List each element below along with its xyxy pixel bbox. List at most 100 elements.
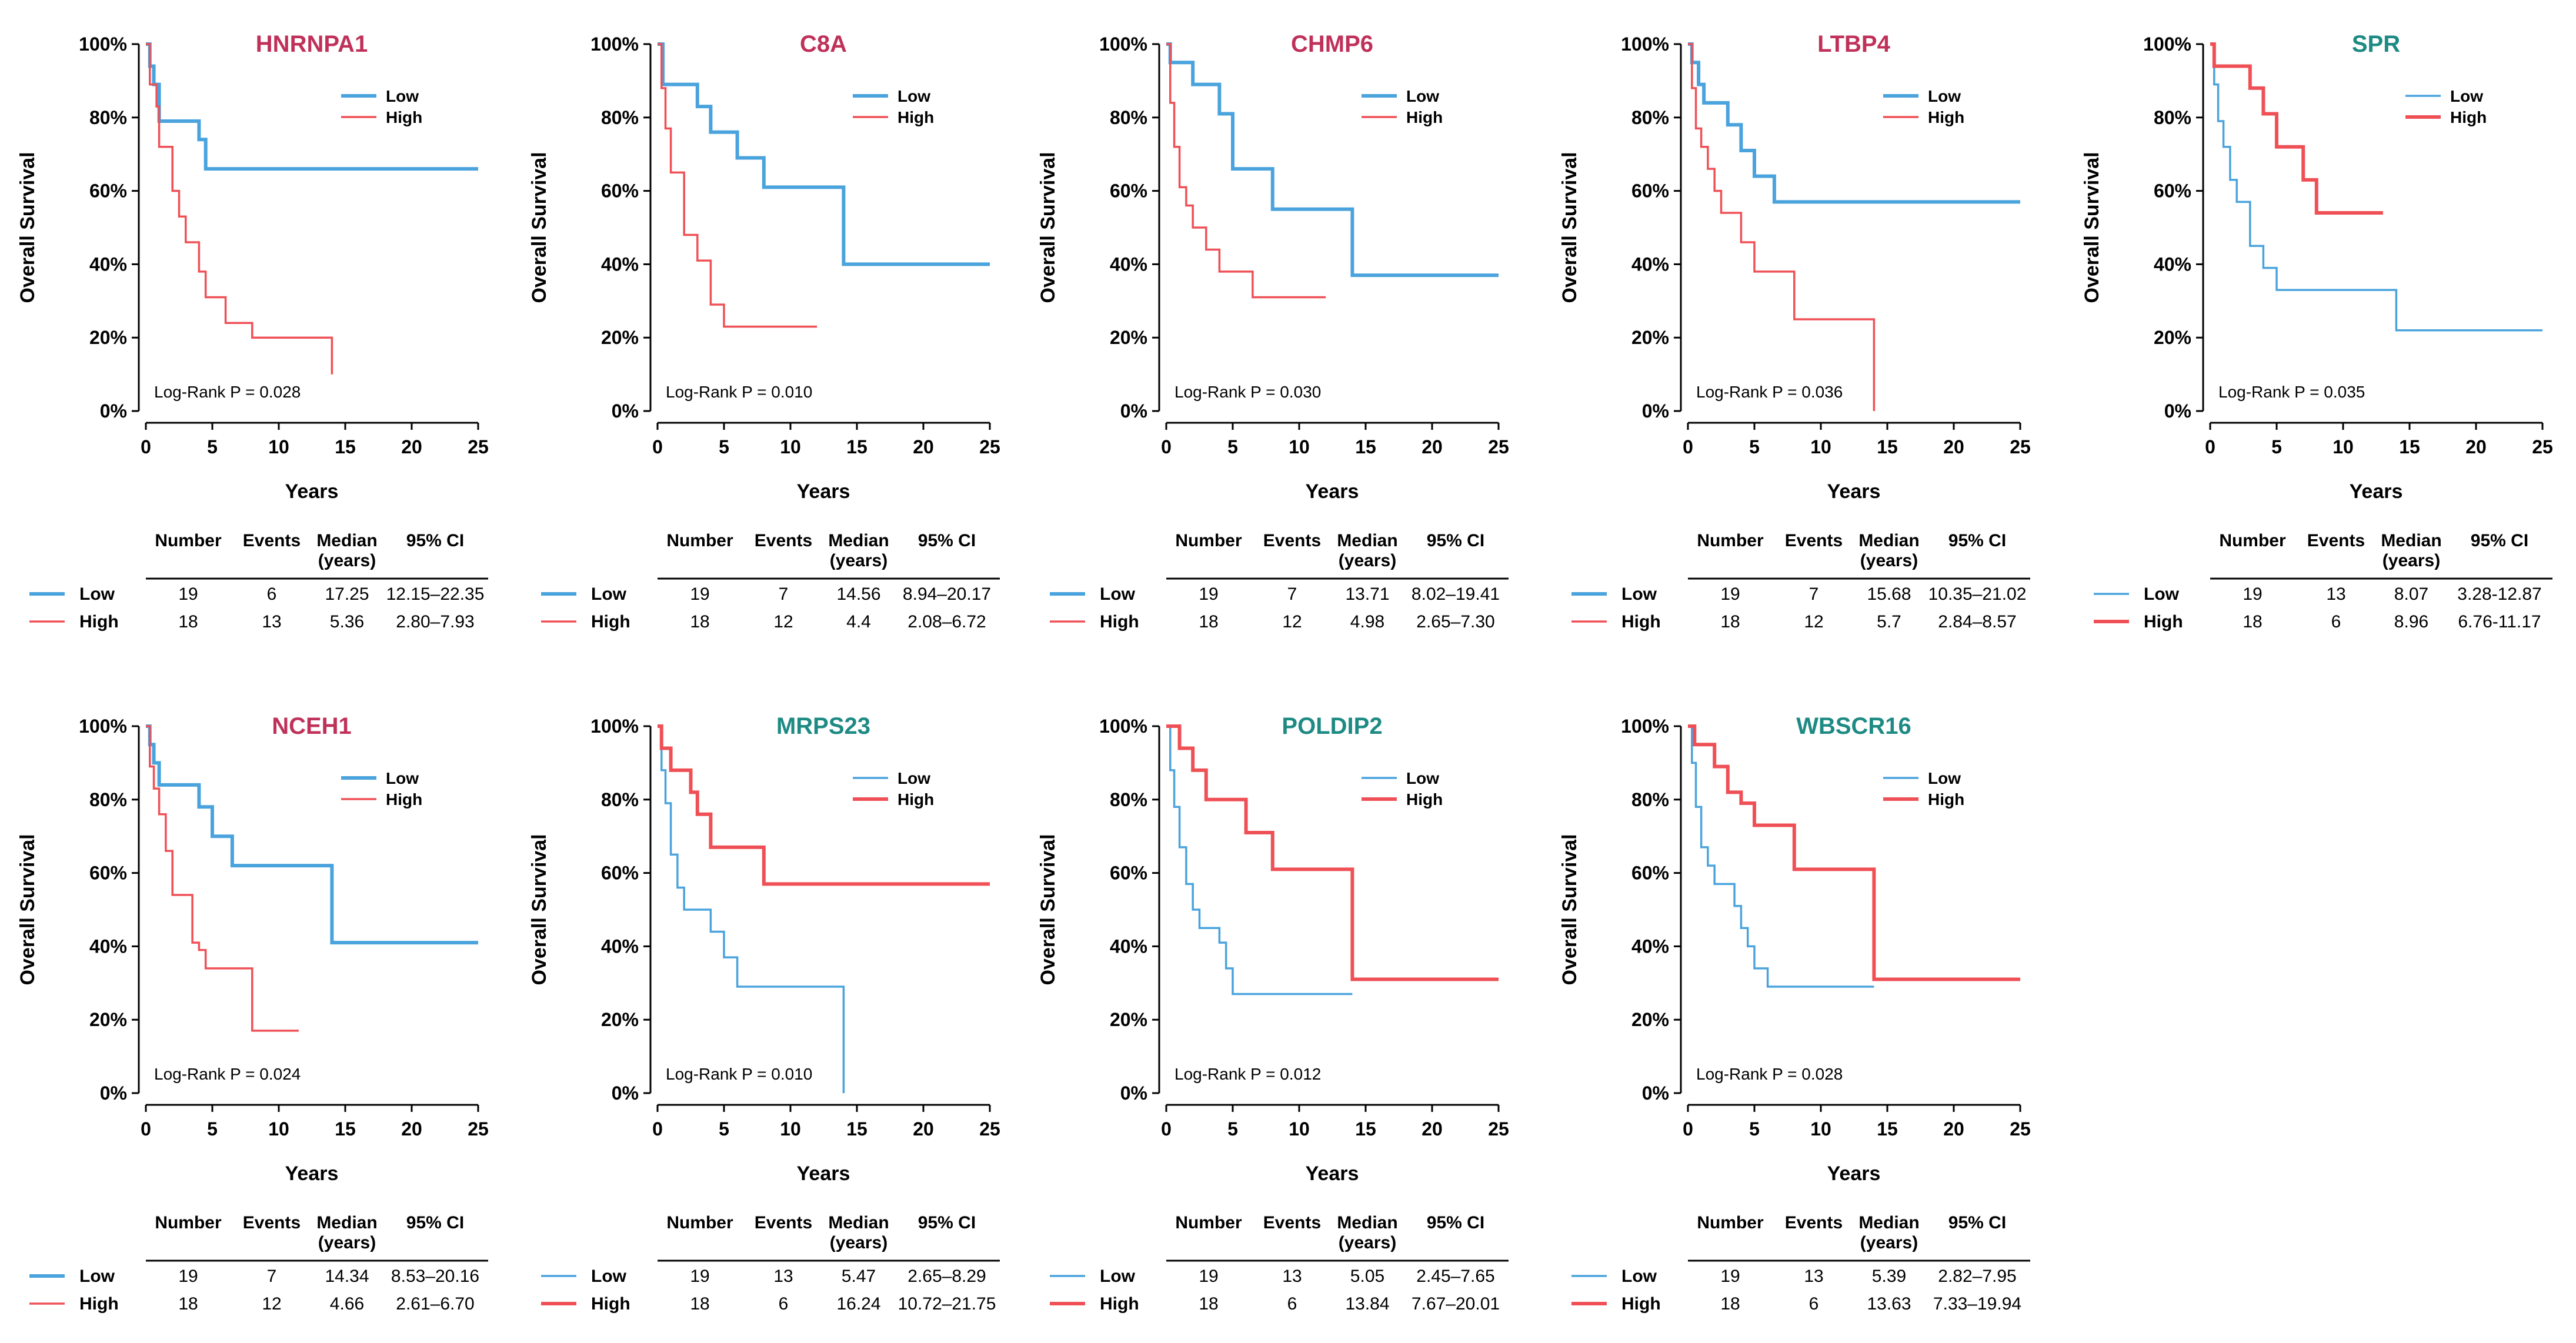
- table-group-label: High: [591, 1294, 630, 1314]
- chart-title: NCEH1: [272, 713, 352, 739]
- y-tick-label: 100%: [1099, 34, 1147, 55]
- table-header-median-units: (years): [830, 551, 887, 570]
- y-axis-label: Overall Survival: [16, 834, 39, 985]
- y-tick-label: 80%: [89, 107, 127, 128]
- y-axis-label: Overall Survival: [16, 152, 39, 303]
- table-header-median: Median: [316, 1213, 377, 1232]
- x-tick-label: 0: [141, 436, 151, 457]
- p-value: 0.028: [259, 383, 301, 401]
- table-header-number: Number: [1697, 1213, 1764, 1232]
- y-tick-label: 60%: [89, 863, 127, 884]
- km-panel: CHMP6 0% 20% 40% 60% 80% 100% 0 5 10 15 20 25 Years Ov…: [1037, 31, 1509, 632]
- table-cell-ci: 2.65–8.29: [907, 1267, 986, 1286]
- log-rank-annotation: Log-Rank P = 0.010: [666, 1065, 812, 1083]
- y-tick-label: 100%: [590, 716, 639, 737]
- x-axis-label: Years: [285, 1162, 339, 1185]
- table-cell-median: 5.7: [1877, 612, 1901, 632]
- x-tick-label: 5: [1227, 436, 1238, 457]
- km-panel: HNRNPA1 0% 20% 40% 60% 80% 100% 0 5 10 15 20 25 Years…: [16, 31, 489, 632]
- table-cell-number: 19: [1720, 584, 1740, 604]
- x-tick-label: 10: [268, 1118, 289, 1140]
- log-rank-label: Log-Rank P =: [1696, 1065, 1801, 1083]
- p-value: 0.010: [771, 1065, 812, 1083]
- table-group-label: Low: [2144, 584, 2180, 604]
- x-tick-label: 15: [1877, 1118, 1898, 1140]
- legend-label-high: High: [897, 108, 934, 126]
- table-cell-median: 14.34: [325, 1267, 369, 1286]
- x-tick-label: 20: [1943, 1118, 1964, 1140]
- table-cell-ci: 2.65–7.30: [1416, 612, 1494, 632]
- table-cell-median: 4.66: [330, 1294, 364, 1314]
- x-tick-label: 5: [1749, 436, 1760, 457]
- table-cell-number: 19: [1720, 1267, 1740, 1286]
- table-header-median: Median: [1858, 531, 1919, 550]
- table-cell-events: 13: [262, 612, 281, 632]
- table-cell-ci: 3.28-12.87: [2457, 584, 2541, 604]
- x-tick-label: 15: [846, 1118, 867, 1140]
- table-header-events: Events: [755, 531, 812, 550]
- log-rank-label: Log-Rank P =: [2218, 383, 2324, 401]
- y-tick-label: 20%: [1631, 1009, 1669, 1030]
- high-survival-curve: [146, 725, 299, 1032]
- y-tick-label: 0%: [1642, 1083, 1669, 1104]
- x-tick-label: 10: [1810, 1118, 1831, 1140]
- table-group-label: Low: [1621, 1267, 1657, 1286]
- x-tick-label: 15: [2399, 436, 2420, 457]
- y-tick-label: 100%: [1621, 34, 1669, 55]
- legend-label-high: High: [1928, 108, 1964, 126]
- table-cell-median: 15.68: [1867, 584, 1911, 604]
- table-cell-events: 13: [1804, 1267, 1823, 1286]
- log-rank-label: Log-Rank P =: [1174, 383, 1280, 401]
- legend-label-low: Low: [1406, 769, 1439, 787]
- y-tick-label: 80%: [1631, 789, 1669, 810]
- table-cell-ci: 8.53–20.16: [391, 1267, 479, 1286]
- chart-title: WBSCR16: [1796, 713, 1911, 739]
- chart-title: LTBP4: [1817, 31, 1890, 57]
- y-tick-label: 80%: [1110, 107, 1147, 128]
- table-header-median-units: (years): [1860, 1233, 1918, 1252]
- y-tick-label: 80%: [1110, 789, 1147, 810]
- table-header-number: Number: [155, 1213, 222, 1232]
- table-header-median: Median: [2381, 531, 2441, 550]
- y-tick-label: 40%: [601, 936, 639, 957]
- table-cell-number: 18: [690, 612, 709, 632]
- x-axis-label: Years: [797, 1162, 850, 1185]
- y-tick-label: 100%: [79, 34, 127, 55]
- table-header-number: Number: [155, 531, 222, 550]
- y-tick-label: 0%: [1120, 1083, 1147, 1104]
- legend-label-high: High: [386, 108, 422, 126]
- y-tick-label: 100%: [590, 34, 639, 55]
- table-group-label: High: [79, 1294, 119, 1314]
- km-panel: NCEH1 0% 20% 40% 60% 80% 100% 0 5 10 15 20 25 Years Ov…: [16, 713, 489, 1314]
- legend-label-high: High: [2450, 108, 2487, 126]
- x-tick-label: 10: [1289, 1118, 1310, 1140]
- y-tick-label: 40%: [1110, 936, 1147, 957]
- table-header-median: Median: [828, 1213, 889, 1232]
- table-header-median: Median: [1337, 1213, 1397, 1232]
- y-tick-label: 60%: [2154, 181, 2191, 202]
- table-group-label: Low: [591, 1267, 627, 1286]
- table-header-number: Number: [1175, 1213, 1242, 1232]
- table-header-events: Events: [243, 531, 301, 550]
- x-tick-label: 15: [335, 436, 356, 457]
- y-tick-label: 20%: [2154, 327, 2191, 348]
- table-cell-number: 19: [178, 584, 198, 604]
- x-axis-label: Years: [2350, 480, 2403, 503]
- x-tick-label: 5: [719, 436, 729, 457]
- y-axis-label: Overall Survival: [528, 152, 550, 303]
- chart-title: CHMP6: [1291, 31, 1373, 57]
- log-rank-annotation: Log-Rank P = 0.030: [1174, 383, 1321, 401]
- km-panel: MRPS23 0% 20% 40% 60% 80% 100% 0 5 10 15 20 25 Years O…: [528, 713, 1000, 1314]
- km-panel: C8A 0% 20% 40% 60% 80% 100% 0 5 10 15 20 25 Years Over…: [528, 31, 1000, 632]
- log-rank-label: Log-Rank P =: [154, 1065, 259, 1083]
- p-value: 0.010: [771, 383, 812, 401]
- p-value: 0.012: [1280, 1065, 1321, 1083]
- y-tick-label: 0%: [2164, 400, 2191, 422]
- low-survival-curve: [658, 725, 845, 1093]
- table-cell-events: 12: [262, 1294, 281, 1314]
- legend-label-low: Low: [897, 87, 930, 105]
- log-rank-annotation: Log-Rank P = 0.012: [1174, 1065, 1321, 1083]
- table-header-median: Median: [1858, 1213, 1919, 1232]
- table-header-ci: 95% CI: [918, 1213, 976, 1232]
- table-header-events: Events: [1263, 531, 1321, 550]
